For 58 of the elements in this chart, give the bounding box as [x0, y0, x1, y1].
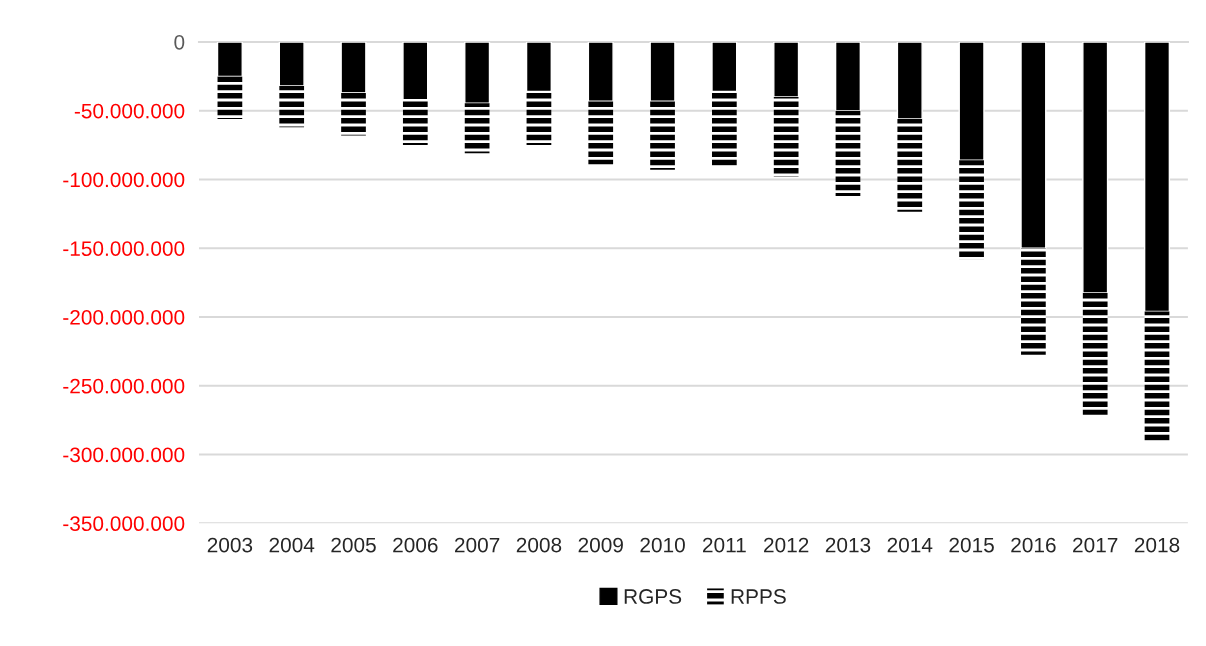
x-tick-label: 2006	[393, 537, 438, 553]
bar	[402, 41, 429, 101]
x-tick-label: 2011	[703, 537, 746, 553]
legend-label: RGPS	[624, 589, 682, 604]
bar	[341, 92, 366, 136]
bar	[464, 103, 490, 154]
bar	[711, 91, 737, 166]
bar	[1082, 41, 1109, 294]
x-tick-label: 2010	[640, 537, 685, 553]
bar	[835, 110, 861, 196]
y-tick-label: 0	[174, 34, 185, 50]
y-tick-label: -100.000.000	[63, 172, 185, 188]
bar	[650, 101, 675, 170]
x-tick-label: 2005	[331, 537, 376, 553]
bar	[587, 41, 614, 102]
y-tick-label: -350.000.000	[63, 516, 185, 532]
x-tick-label: 2009	[578, 537, 623, 553]
x-tick-label: 2018	[1134, 537, 1180, 553]
bar	[959, 160, 984, 260]
bar	[773, 41, 800, 98]
bar	[279, 85, 305, 128]
y-tick-label: -200.000.000	[63, 310, 185, 325]
bar	[464, 41, 491, 104]
x-tick-label: 2004	[269, 537, 315, 553]
y-tick-label: -250.000.000	[63, 378, 185, 394]
bar	[649, 41, 676, 102]
x-tick-label: 2007	[455, 537, 500, 553]
bar	[897, 118, 923, 212]
x-tick-label: 2017	[1073, 537, 1118, 553]
bar	[1021, 248, 1046, 355]
bar	[1143, 41, 1171, 313]
y-tick-label: -150.000.000	[63, 241, 185, 256]
bar	[773, 96, 799, 177]
bar	[958, 41, 985, 161]
y-tick-label: -50.000.000	[74, 103, 185, 119]
bar	[217, 76, 243, 119]
bar	[896, 41, 923, 120]
bar	[1020, 41, 1047, 249]
bar	[711, 41, 738, 93]
bar	[402, 99, 428, 146]
bar	[1082, 292, 1108, 415]
legend-label: RPPS	[731, 589, 786, 604]
bar	[216, 41, 243, 78]
x-tick-label: 2008	[516, 537, 562, 553]
bar	[525, 41, 552, 93]
x-tick-label: 2013	[825, 537, 871, 553]
bar	[1144, 311, 1170, 441]
bar	[526, 91, 552, 146]
bar	[278, 41, 305, 87]
x-tick-label: 2014	[887, 537, 933, 553]
x-tick-label: 2003	[207, 537, 253, 553]
x-tick-label: 2016	[1011, 537, 1056, 553]
x-tick-label: 2015	[949, 537, 994, 553]
x-tick-label: 2012	[764, 537, 809, 553]
bar	[834, 41, 862, 112]
bar	[588, 101, 614, 165]
bar	[340, 41, 367, 94]
y-tick-label: -300.000.000	[63, 447, 185, 463]
